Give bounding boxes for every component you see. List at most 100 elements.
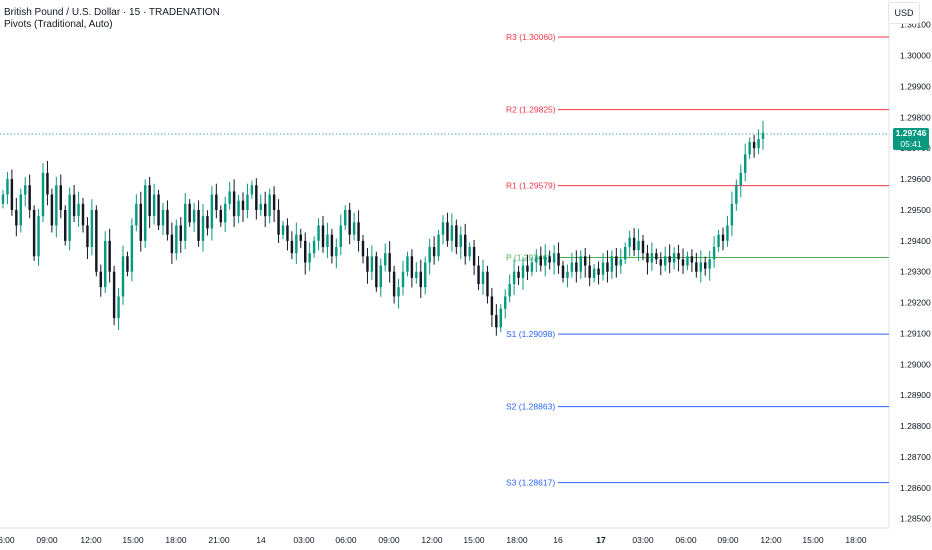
price-tick-label: 1.30100 — [900, 20, 931, 30]
indicator-legend[interactable]: Pivots (Traditional, Auto) — [4, 19, 113, 30]
candle-body — [28, 185, 31, 210]
time-tick-label: 14 — [256, 535, 266, 545]
bar-countdown: 05:41 — [900, 139, 922, 149]
candle-body — [392, 271, 396, 297]
candle-body — [81, 203, 85, 226]
candle-body — [557, 253, 560, 266]
candle-body — [10, 179, 14, 210]
time-tick-label: 18:00 — [845, 535, 867, 545]
time-tick-label: 12:00 — [80, 535, 102, 545]
candle-body — [112, 271, 116, 319]
candle-body — [197, 209, 200, 241]
candle-body — [508, 284, 511, 297]
candle-body — [175, 225, 178, 254]
candle-body — [539, 256, 542, 266]
candle-body — [144, 185, 147, 241]
candle-body — [672, 253, 676, 263]
candle-body — [495, 314, 498, 328]
time-axis[interactable]: 06:00 09:00 12:00 15:00 18:00 21:00 14 03:00 06:… — [0, 535, 867, 545]
candle-body — [326, 234, 329, 248]
candle-body — [55, 185, 58, 226]
candle-body — [544, 256, 547, 266]
candle-body — [615, 256, 618, 266]
candles — [1, 120, 765, 336]
price-tick-label: 1.30000 — [900, 51, 931, 61]
candle-body — [459, 234, 462, 248]
candle-body — [570, 262, 574, 272]
candle-body — [468, 247, 471, 257]
time-tick-label: 12:00 — [760, 535, 782, 545]
candle-body — [579, 256, 582, 272]
candle-body — [699, 262, 702, 272]
candle-body — [490, 296, 494, 315]
candle-body — [441, 222, 445, 235]
price-tick-label: 1.29400 — [900, 236, 931, 246]
symbol-title[interactable]: British Pound / U.S. Dollar · 15 · TRADE… — [4, 7, 220, 18]
price-tick-label: 1.28500 — [900, 514, 931, 524]
candle-body — [437, 234, 440, 257]
candle-body — [561, 265, 565, 278]
candle-body — [530, 262, 534, 272]
candle-body — [735, 185, 738, 204]
time-tick-label: 09:00 — [378, 535, 400, 545]
candle-body — [379, 265, 382, 288]
candle-body — [241, 200, 245, 210]
candle-body — [219, 209, 222, 223]
candle-body — [170, 234, 174, 254]
pivot-label-r3: R3 (1.30060) — [506, 32, 556, 42]
candle-body — [135, 203, 138, 226]
candle-body — [108, 240, 111, 272]
price-axis[interactable]: 1.301001.300001.299001.298001.297001.296… — [900, 20, 931, 524]
candle-body — [15, 209, 18, 226]
candle-body — [210, 194, 214, 229]
candle-body — [384, 253, 387, 266]
candle-body — [624, 247, 627, 260]
candle-body — [357, 222, 360, 241]
candle-body — [428, 247, 431, 263]
candle-body — [166, 209, 169, 235]
candle-body — [344, 209, 347, 226]
price-tick-label: 1.29900 — [900, 81, 931, 91]
time-tick-label: 03:00 — [293, 535, 315, 545]
candle-body — [72, 194, 76, 217]
candle-body — [206, 216, 209, 229]
candle-body — [335, 247, 338, 257]
candle-body — [415, 271, 418, 278]
candle-body — [521, 265, 525, 278]
candle-body — [277, 209, 280, 235]
candle-body — [272, 194, 276, 210]
candle-body — [64, 209, 67, 241]
candle-body — [259, 203, 262, 210]
candle-body — [19, 194, 22, 226]
candle-body — [504, 296, 507, 309]
candle-body — [179, 225, 182, 241]
candle-body — [748, 142, 751, 155]
candle-body — [397, 287, 400, 297]
pivot-label-s3: S3 (1.28617) — [506, 478, 555, 488]
currency-button[interactable]: USD — [888, 2, 920, 24]
candle-body — [224, 203, 227, 223]
last-price-value: 1.29746 — [895, 128, 927, 138]
candle-body — [321, 225, 325, 248]
candle-body — [290, 240, 294, 254]
candle-body — [281, 225, 285, 235]
candle-body — [370, 256, 374, 272]
candle-body — [264, 203, 267, 217]
candle-body — [739, 172, 742, 186]
candle-body — [712, 247, 716, 260]
candle-body — [366, 256, 369, 272]
candle-body — [535, 256, 538, 263]
candle-body — [664, 256, 667, 266]
time-tick-label: 21:00 — [208, 535, 230, 545]
candle-body — [130, 225, 134, 272]
candle-body — [139, 203, 142, 241]
candle-body — [299, 234, 302, 241]
price-tick-label: 1.29000 — [900, 359, 931, 369]
candle-body — [237, 200, 240, 217]
candle-body — [157, 194, 160, 226]
candle-body — [628, 237, 631, 248]
price-tick-label: 1.28700 — [900, 452, 931, 462]
candle-body — [686, 256, 689, 266]
candle-body — [512, 271, 516, 285]
